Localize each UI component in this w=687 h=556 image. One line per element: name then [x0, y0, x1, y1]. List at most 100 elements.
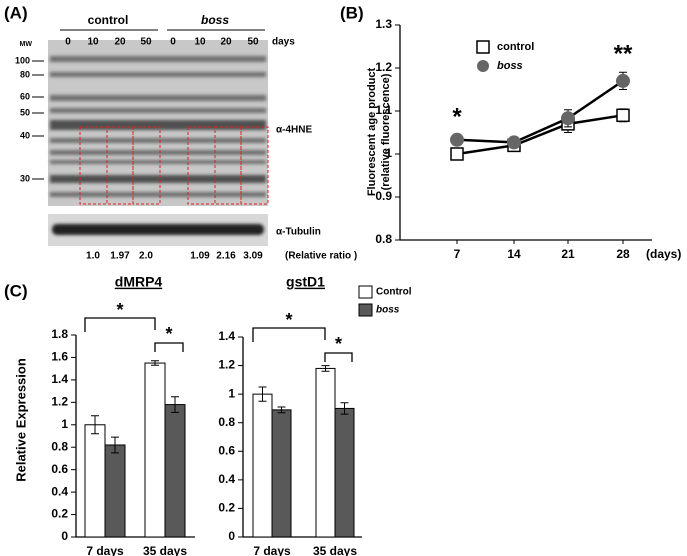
y-tick-label: 1.4 — [218, 329, 235, 343]
bar — [271, 409, 292, 538]
lane-label: 20 — [114, 37, 126, 48]
antibody-label: α-Tubulin — [276, 227, 321, 238]
y-tick-label: 0.4 — [218, 472, 235, 486]
ratio: 1.09 — [190, 251, 210, 262]
y-tick-label: 1 — [228, 386, 235, 400]
mw-label: 30 — [20, 173, 30, 183]
bar — [164, 404, 186, 538]
error-bar — [91, 415, 99, 435]
marker — [450, 132, 464, 147]
bar — [144, 362, 166, 538]
y-tick-label: 0.8 — [218, 415, 235, 429]
x-tick-label: 7 days — [253, 544, 291, 556]
legend-marker — [476, 40, 490, 54]
x-tick-label: 7 — [454, 247, 461, 261]
marker — [561, 111, 575, 126]
annotation: * — [285, 310, 292, 330]
lane-label: 10 — [87, 37, 99, 48]
panel-label: (A) — [4, 3, 28, 22]
y-tick-label: 1.2 — [51, 395, 68, 409]
legend-label: Control — [376, 287, 412, 298]
error-bar — [258, 386, 267, 402]
chart-title: dMRP4 — [115, 274, 163, 290]
x-tick-label: 35 days — [143, 544, 187, 556]
lane-label: 10 — [194, 37, 206, 48]
legend-marker — [358, 285, 373, 299]
series-line — [456, 114, 624, 156]
blot — [48, 29, 269, 246]
bar — [315, 367, 336, 538]
y-tick-label: 1.2 — [375, 60, 392, 74]
y-tick-label: 0.8 — [51, 439, 68, 453]
annotation: * — [165, 324, 172, 344]
annotation: * — [116, 300, 123, 320]
antibody-label: α-4HNE — [276, 125, 312, 136]
mw-label: 50 — [20, 107, 30, 117]
lane-label: 0 — [65, 37, 71, 48]
annotation: * — [452, 103, 462, 130]
y-tick-label: 1 — [385, 146, 392, 160]
mw-title: MW — [20, 41, 33, 48]
y-tick-label: 1.1 — [375, 103, 392, 117]
ratio-label: (Relative ratio ) — [285, 251, 357, 262]
error-bar — [277, 406, 286, 414]
ratio: 1.0 — [86, 251, 100, 262]
y-tick-label: 0 — [228, 529, 235, 543]
legend-label: boss — [497, 60, 523, 72]
bracket — [252, 327, 326, 342]
mw-label: 100 — [15, 55, 30, 65]
y-tick-label: 0.6 — [218, 443, 235, 457]
error-bar — [111, 436, 119, 454]
x-tick-label: 7 days — [86, 544, 124, 556]
error-bar — [321, 365, 330, 372]
legend-marker — [477, 60, 489, 72]
y-axis-label: Relative Expression — [13, 358, 28, 482]
mw-label: 60 — [20, 91, 30, 101]
error-bar — [151, 360, 159, 366]
annotation: * — [335, 334, 342, 354]
x-axis-label: (days) — [646, 247, 681, 261]
ratio: 2.16 — [216, 251, 236, 262]
y-tick-label: 1.2 — [218, 358, 235, 372]
y-tick-label: 1.6 — [51, 350, 68, 364]
y-tick-label: 0.4 — [51, 484, 68, 498]
panel-label: (C) — [4, 281, 28, 300]
ratio: 3.09 — [243, 251, 263, 262]
group-label: boss — [201, 13, 229, 27]
lanes-unit: days — [272, 37, 295, 48]
y-tick-label: 0.2 — [218, 501, 235, 515]
ratio: 2.0 — [139, 251, 153, 262]
ratio: 1.97 — [110, 251, 130, 262]
marker — [450, 147, 464, 161]
bracket — [324, 352, 353, 362]
error-bar — [340, 402, 349, 415]
marker — [507, 135, 521, 150]
group-label: control — [88, 13, 129, 27]
panel-label: (B) — [340, 3, 364, 22]
bar — [104, 444, 126, 538]
y-tick-label: 1 — [61, 417, 68, 431]
y-tick-label: 0.8 — [375, 232, 392, 246]
chart-title: gstD1 — [286, 274, 325, 290]
y-tick-label: 0 — [61, 529, 68, 543]
bracket — [84, 317, 156, 332]
bar — [252, 393, 273, 538]
y-tick-label: 0.6 — [51, 462, 68, 476]
x-tick-label: 21 — [561, 247, 575, 261]
lane-label: 0 — [170, 37, 176, 48]
x-tick-label: 28 — [616, 247, 630, 261]
series-line — [456, 79, 624, 144]
marker — [616, 73, 630, 88]
legend-label: control — [497, 41, 534, 53]
y-tick-label: 0.2 — [51, 507, 68, 521]
lane-label: 20 — [220, 37, 232, 48]
mw-label: 40 — [20, 130, 30, 140]
lane-label: 50 — [247, 37, 259, 48]
legend-label: boss — [376, 305, 400, 316]
x-tick-label: 14 — [507, 247, 521, 261]
lane-label: 50 — [140, 37, 152, 48]
bracket — [154, 342, 184, 352]
y-tick-label: 1.8 — [51, 327, 68, 341]
x-tick-label: 35 days — [313, 544, 357, 556]
